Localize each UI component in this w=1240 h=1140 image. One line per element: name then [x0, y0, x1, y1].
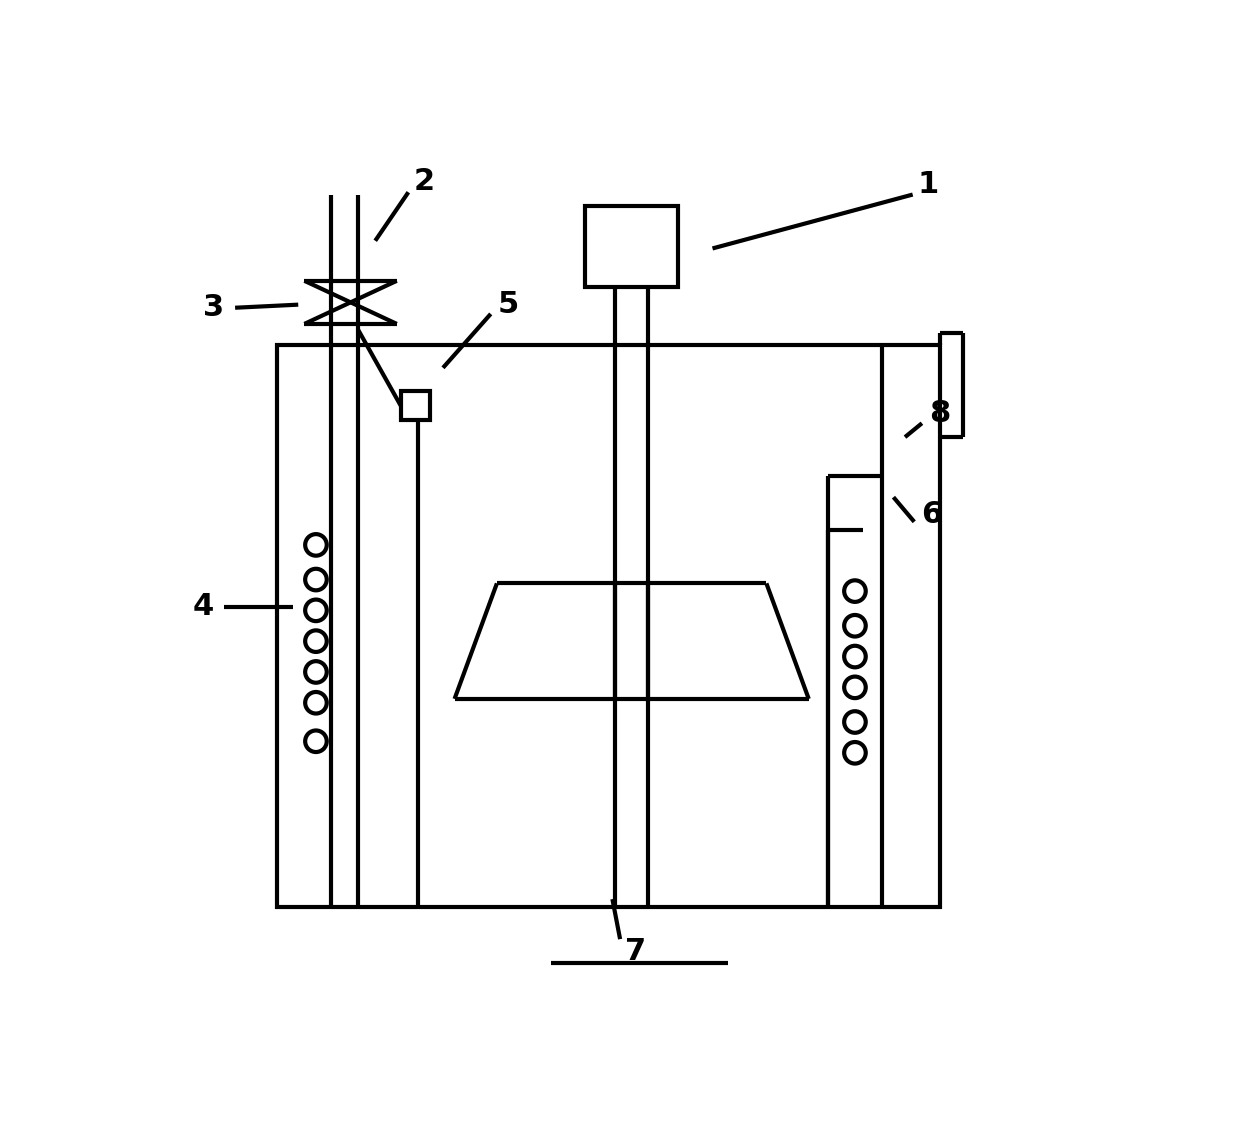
Text: 6: 6 [921, 499, 942, 529]
Text: 1: 1 [918, 170, 939, 199]
Circle shape [844, 645, 866, 667]
Circle shape [305, 600, 326, 621]
Circle shape [305, 535, 326, 555]
Circle shape [844, 711, 866, 733]
Bar [401, 391, 430, 421]
Circle shape [305, 569, 326, 591]
Circle shape [844, 614, 866, 636]
Circle shape [305, 731, 326, 752]
Bar [585, 206, 678, 287]
Text: 7: 7 [625, 937, 646, 966]
Circle shape [305, 661, 326, 683]
Circle shape [305, 630, 326, 652]
Text: 4: 4 [192, 592, 213, 621]
Circle shape [844, 676, 866, 698]
Circle shape [844, 742, 866, 764]
Bar [278, 344, 940, 906]
Text: 8: 8 [929, 399, 950, 429]
Text: 3: 3 [203, 293, 224, 323]
Circle shape [844, 580, 866, 602]
Text: 2: 2 [413, 166, 434, 196]
Text: 5: 5 [497, 291, 520, 319]
Circle shape [305, 692, 326, 714]
